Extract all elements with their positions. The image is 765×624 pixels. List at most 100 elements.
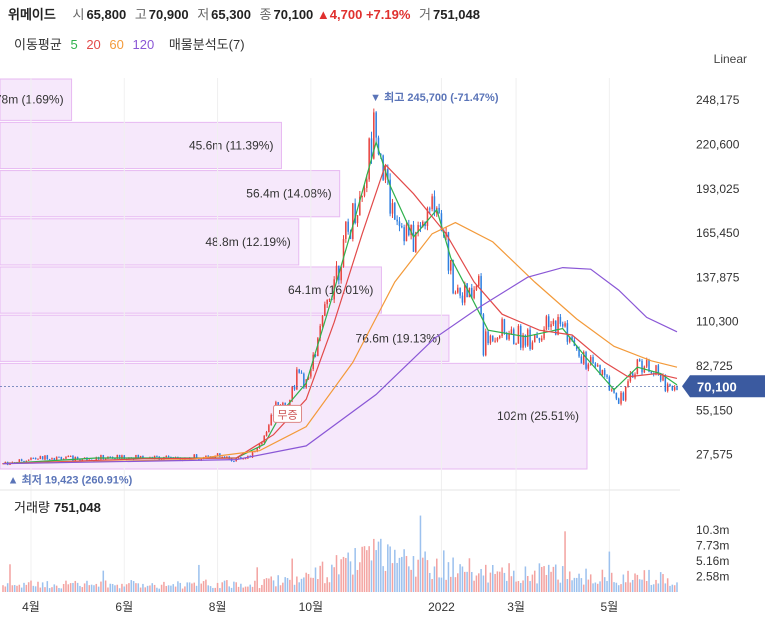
candle-body [429, 208, 431, 210]
volume-profile-toggle[interactable]: 매물분석도(7) [168, 37, 245, 52]
volume-bar [349, 561, 352, 592]
candle-body [671, 386, 674, 391]
candle-body [620, 392, 622, 404]
volume-bar [361, 546, 363, 592]
candle-body [580, 356, 583, 364]
time-tick-label: 5월 [601, 600, 619, 614]
price-tick-label: 55,150 [696, 403, 733, 417]
volume-bar [601, 569, 604, 592]
volume-bar [657, 583, 660, 592]
candle-body [662, 375, 664, 381]
volume-bar [102, 570, 105, 592]
candle-body [601, 369, 604, 375]
candle-body [205, 455, 207, 458]
candle-body [540, 338, 543, 341]
volume-profile-bar [0, 218, 300, 266]
candle-body [391, 203, 394, 214]
candle-body [121, 455, 123, 459]
volume-bar [473, 580, 475, 592]
volume-bar [643, 570, 646, 592]
volume-bar [617, 585, 620, 592]
volume-bar [359, 562, 361, 592]
candle-body [293, 386, 296, 390]
candle-body [648, 360, 650, 372]
candle-body [46, 455, 49, 460]
volume-bar [491, 564, 494, 592]
volume-profile-bar [0, 266, 382, 314]
candle-body [669, 384, 671, 387]
volume-bar [382, 566, 384, 592]
candle-body [156, 455, 158, 457]
time-tick-label: 10월 [299, 600, 323, 614]
volume-bar [279, 585, 282, 592]
volume-bar [6, 583, 9, 592]
candle-body [118, 455, 121, 459]
volume-bar [214, 587, 216, 592]
open-label: 시 [72, 7, 85, 22]
candle-body [83, 457, 86, 459]
candle-body [307, 376, 310, 380]
volume-bar [615, 582, 618, 592]
volume-bar [23, 582, 25, 592]
candle-body [65, 456, 67, 459]
scale-mode-toggle[interactable]: Linear [713, 52, 747, 66]
volume-bar [391, 563, 394, 592]
volume-bar [401, 556, 403, 592]
volume-bar [457, 573, 459, 592]
candle-body [552, 320, 555, 325]
volume-bar [517, 581, 520, 592]
volume-bar [662, 574, 664, 592]
volume-bar [641, 579, 643, 592]
candle-body [81, 458, 84, 461]
candle-body [641, 360, 643, 373]
volume-bar [475, 575, 478, 592]
candle-body [450, 259, 452, 271]
candle-body [139, 455, 142, 459]
candle-body [578, 349, 580, 357]
candle-body [284, 402, 286, 406]
volume-bar [237, 586, 240, 592]
candle-body [282, 402, 284, 406]
volume-profile-label: 64.1m (16.01%) [288, 283, 373, 297]
volume-bar [282, 582, 284, 592]
candle-body [403, 227, 405, 242]
volume-bar [452, 557, 454, 592]
volume-bar [550, 571, 552, 592]
volume-bar [116, 584, 119, 592]
candle-body [53, 458, 56, 460]
candle-body [491, 335, 494, 341]
candle-body [629, 373, 632, 382]
volume-bar [554, 564, 557, 592]
volume-bar [384, 570, 387, 592]
volume-bar [277, 575, 279, 592]
candle-body [564, 323, 566, 327]
volume-bar [566, 579, 569, 592]
candle-body [366, 179, 368, 189]
volume-bar [188, 582, 191, 592]
candle-body [599, 365, 601, 375]
volume-bar [172, 584, 175, 592]
volume-bar [95, 583, 98, 592]
volume-bar [606, 580, 608, 592]
candle-body [503, 319, 506, 334]
volume-bar [370, 560, 373, 592]
candle-body [237, 457, 240, 459]
volume-bar [198, 564, 200, 592]
candle-body [380, 154, 382, 156]
ma-line-5 [2, 140, 678, 465]
candle-body [289, 400, 291, 409]
volume-bar [496, 571, 499, 592]
candle-body [498, 336, 501, 338]
candle-body [622, 392, 625, 401]
volume-bar [433, 566, 436, 592]
volume-bar [627, 570, 629, 592]
candle-body [109, 456, 112, 458]
volume-bar [151, 583, 154, 592]
volume-bar [512, 570, 515, 592]
candle-body [361, 195, 363, 197]
ma-legend[interactable]: 이동평균 5 20 60 120 매물분석도(7) [14, 34, 250, 53]
volume-bar [109, 583, 112, 592]
volume-bar [156, 587, 158, 592]
candle-body [55, 456, 58, 460]
